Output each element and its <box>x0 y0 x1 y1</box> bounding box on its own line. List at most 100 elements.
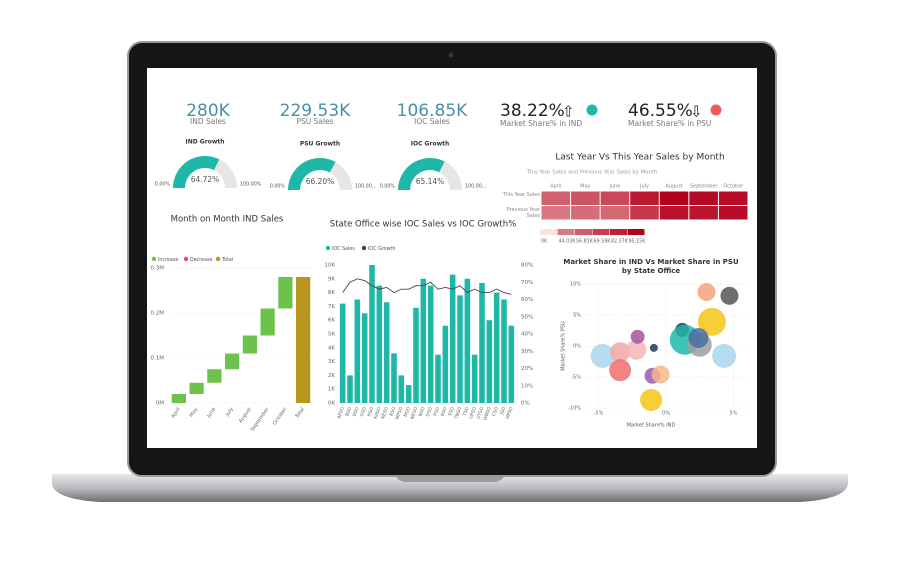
heat-cell <box>689 191 718 205</box>
legend-label: Increase <box>158 257 178 263</box>
bubble <box>640 388 663 411</box>
bar <box>486 320 493 403</box>
waterfall-bar <box>296 277 311 403</box>
chart-title: Last Year Vs This Year Sales by Month <box>555 153 724 163</box>
x-tick-label: August <box>665 184 683 190</box>
x-tick-label: April <box>550 184 561 190</box>
legend-label: IOC Growth <box>368 246 395 252</box>
bar <box>405 385 412 403</box>
waterfall-bar <box>171 394 186 403</box>
x-tick-label: TSO <box>462 406 471 418</box>
x-tick-label: SSO <box>447 406 456 417</box>
kpi-indicator <box>710 104 722 116</box>
x-tick-label: UTSO <box>475 406 485 420</box>
bar <box>501 299 507 403</box>
legend-swatch <box>215 256 221 262</box>
x-tick-label: JSO <box>499 406 508 417</box>
y-tick-label: 10K <box>324 263 335 269</box>
x-tick-label: June <box>608 184 620 190</box>
bar <box>361 313 368 403</box>
y-tick-label: 2K <box>328 373 335 379</box>
y-tick-label: 6K <box>328 318 335 324</box>
x-tick-label: -5% <box>594 411 604 417</box>
kpi-label: PSU Sales <box>296 117 333 126</box>
bubble <box>720 286 739 305</box>
legend-swatch <box>325 245 331 251</box>
color-scale-label: 95.15K <box>629 239 647 245</box>
bar <box>457 295 463 403</box>
color-scale-block <box>627 229 645 235</box>
gauge-tick-label: 0.00% <box>155 182 171 188</box>
x-tick-label: PSO <box>433 406 442 417</box>
bar <box>391 353 397 403</box>
heat-cell <box>718 191 748 205</box>
bubble <box>626 339 647 360</box>
bubble <box>688 327 709 348</box>
gauge-value <box>173 155 220 188</box>
color-scale-block <box>557 229 575 235</box>
waterfall-bar <box>260 308 275 336</box>
bar <box>339 303 346 403</box>
bubble <box>697 283 716 302</box>
bar <box>464 278 471 403</box>
chart-title: Market Share in IND Vs Market Share in P… <box>563 258 739 275</box>
kpi-label: IND Sales <box>190 117 226 126</box>
chart-title-text: Market Share in IND Vs Market Share in P… <box>563 258 739 275</box>
y-tick-label: 7K <box>328 304 335 310</box>
y-tick-label: 10% <box>570 282 581 288</box>
y2-tick-label: 20% <box>521 366 533 372</box>
heat-cell <box>630 191 659 205</box>
color-scale-block <box>610 229 627 235</box>
kpi-arrow: ⇧ <box>562 103 575 121</box>
bubble <box>712 343 737 368</box>
bubble <box>649 343 658 352</box>
kpi-label: Market Share% in PSU <box>628 119 711 128</box>
heat-cell <box>600 191 630 205</box>
bar <box>471 354 478 403</box>
heat-cell <box>630 206 659 220</box>
bubble <box>610 342 631 363</box>
bar <box>449 274 456 403</box>
heat-cell <box>541 191 571 205</box>
color-scale-block <box>575 229 592 235</box>
bar <box>508 325 515 403</box>
chart-title: State Office wise IOC Sales vs IOC Growt… <box>330 220 516 230</box>
y-tick-label: 4K <box>328 345 335 351</box>
y2-tick-label: 70% <box>521 280 533 286</box>
y-tick-label: 0.1M <box>151 356 165 362</box>
x-tick-label: GSO <box>359 406 368 418</box>
x-tick-label: TNSO <box>453 406 463 421</box>
gauge-title: IND Growth <box>185 139 224 146</box>
y-tick-label: 9K <box>328 276 335 282</box>
y2-tick-label: 10% <box>521 383 533 389</box>
kpi-label: Market Share% in IND <box>500 119 582 128</box>
x-tick-label: MSO <box>403 406 412 418</box>
x-axis-title: Market Share% IND <box>627 423 676 429</box>
y-tick-label: 0.2M <box>151 311 165 317</box>
legend-swatch <box>183 256 189 262</box>
y-tick-label: 3K <box>328 359 335 365</box>
x-tick-label: HPSO <box>505 406 515 420</box>
bubble <box>609 359 632 382</box>
row-label-text: Previous Year Sales <box>506 206 540 219</box>
camera <box>448 52 454 58</box>
legend-label: IOC Sales <box>332 246 355 252</box>
y-tick-label: 0K <box>328 401 335 407</box>
color-scale-block <box>592 229 610 235</box>
waterfall-bar <box>242 335 257 354</box>
heat-cell <box>571 206 600 220</box>
kpi-arrow: ⇩ <box>690 103 703 121</box>
bar <box>398 375 405 403</box>
kpi-value: 46.55% <box>628 101 693 121</box>
waterfall-bar <box>207 369 222 383</box>
kpi-value: 38.22% <box>500 101 565 121</box>
gauge-title: PSU Growth <box>300 141 340 148</box>
bar <box>427 285 434 403</box>
heat-cell <box>541 206 571 220</box>
x-tick-label: 5% <box>730 411 738 417</box>
x-tick-label: July <box>639 184 649 190</box>
y-tick-label: 0M <box>156 401 164 407</box>
waterfall-bar <box>189 382 204 394</box>
